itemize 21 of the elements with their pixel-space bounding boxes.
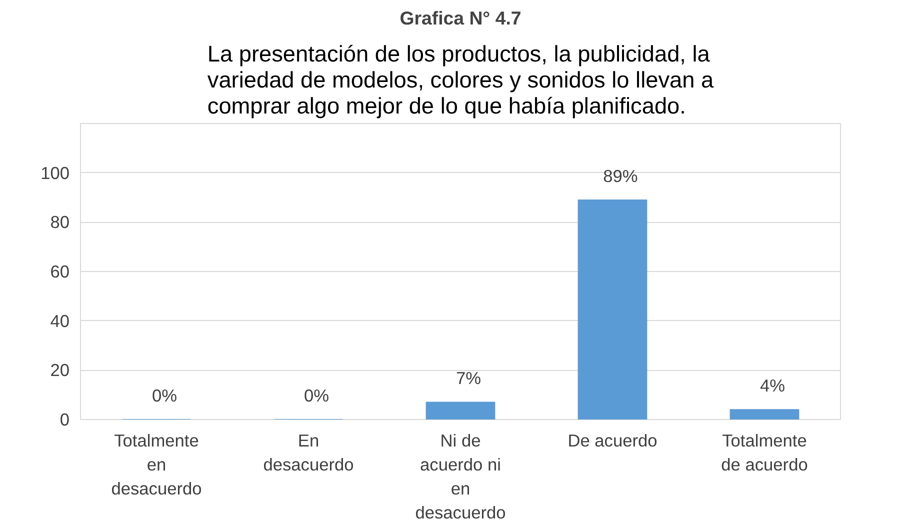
x-tick-label: En desacuerdo (263, 430, 354, 474)
data-label: 89% (603, 166, 638, 186)
y-tick-label: 80 (50, 212, 70, 232)
data-label: 7% (456, 368, 482, 388)
y-tick-label: 20 (50, 360, 70, 380)
data-label: 0% (152, 386, 178, 406)
x-tick-label: Totalmente en desacuerdo (111, 430, 202, 498)
text: Grafica N° 4.7 (400, 8, 522, 28)
y-tick-label: 60 (50, 262, 70, 282)
bar (730, 409, 800, 420)
data-label: 4% (760, 376, 786, 396)
chart-title: La presentación de los productos, la publicidad, la variedad de modelos, colores y sonidos lo llevan a comprar algo mejor de lo que había planificado. (207, 40, 714, 118)
bar (426, 402, 496, 420)
x-tick-label: De acuerdo (568, 430, 658, 450)
y-tick-label: 0 (60, 410, 70, 430)
bar (578, 199, 648, 420)
x-tick-label: Totalmente de acuerdo (721, 430, 808, 474)
data-label: 0% (304, 386, 330, 406)
y-tick-label: 100 (40, 162, 70, 183)
x-tick-label: Ni de acuerdo ni en desacuerdo (415, 430, 506, 522)
y-tick-label: 40 (50, 310, 70, 331)
